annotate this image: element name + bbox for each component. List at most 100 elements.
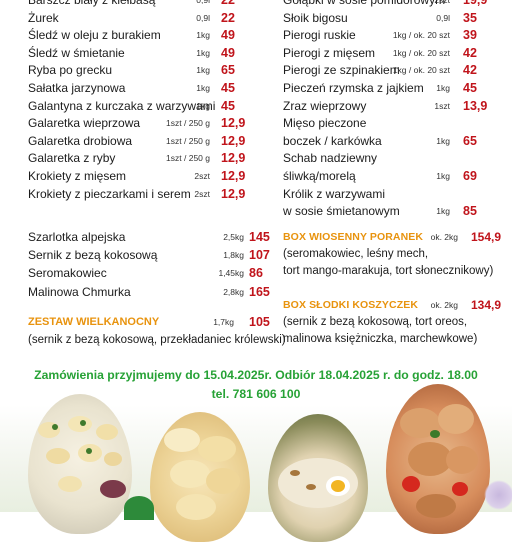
right-menu-item-name: Pierogi ze szpinakiem — [283, 63, 400, 78]
right-menu-item: Schab nadziewny — [283, 150, 498, 168]
right-menu-item-name: Pierogi z mięsem — [283, 45, 376, 60]
dessert-item-qty: 2,5kg — [223, 232, 244, 242]
right-menu-item-name: Gołąbki w sosie pomidorowym — [283, 0, 446, 7]
dessert-item-price: 145 — [249, 230, 270, 244]
right-menu-item: boczek / karkówka 1kg 65 — [283, 133, 498, 151]
box2-price: 134,9 — [471, 298, 502, 312]
right-menu-item-name: Zraz wieprzowy — [283, 98, 367, 113]
box1-desc-line-2: tort mango-marakuja, tort słonecznikowy) — [283, 264, 494, 277]
left-menu-item-name: Ryba po grecku — [28, 63, 113, 78]
right-menu-item-qty: 1kg — [436, 206, 450, 217]
left-menu-item-price: 12,9 — [221, 168, 246, 183]
easter-set-qty: 1,7kg — [213, 317, 234, 327]
box1-price: 154,9 — [471, 230, 502, 244]
right-menu-item-price: 45 — [463, 80, 477, 95]
dessert-item-name: Malinowa Chmurka — [28, 284, 131, 299]
dessert-item-qty: 2,8kg — [223, 286, 244, 297]
easter-set-title: ZESTAW WIELKANOCNY — [28, 316, 160, 328]
right-menu-item-name: Królik z warzywami — [283, 186, 386, 201]
box1-title: BOX WIOSENNY PORANEK — [283, 231, 424, 243]
left-menu-item-name: Galantyna z kurczaka z warzywami — [28, 98, 216, 113]
left-menu-item-qty: 1szt / 250 g — [166, 135, 210, 146]
roast-meat-photo — [386, 384, 490, 534]
right-menu-item-qty: 1kg — [436, 135, 450, 146]
dessert-item-price: 165 — [249, 284, 270, 299]
orders-info: Zamówienia przyjmujemy do 15.04.2025r. O… — [0, 366, 512, 404]
right-menu-item-price: 35 — [463, 10, 477, 25]
dessert-list: Szarlotka alpejska 2,5kg 145 Sernik z bezą … — [28, 228, 270, 301]
right-menu-column: Gołąbki w sosie pomidorowym 2szt 19,9 Słoik… — [283, 0, 498, 221]
left-menu-item-qty: 0,9l — [196, 0, 210, 5]
right-menu-item-qty: 1kg / ok. 20 szt — [392, 65, 450, 76]
left-menu-item-qty: 0,9l — [196, 12, 210, 23]
left-menu-item-name: Barszcz biały z kiełbasą — [28, 0, 156, 7]
right-menu-item-name: Pierogi ruskie — [283, 28, 356, 43]
right-menu-item: Słoik bigosu 0,9l 35 — [283, 10, 498, 28]
dessert-item: Malinowa Chmurka 2,8kg 165 — [28, 283, 270, 301]
left-menu-item-name: Żurek — [28, 10, 59, 25]
right-menu-item-price: 85 — [463, 204, 477, 219]
right-menu-item-qty: 0,9l — [436, 12, 450, 23]
right-menu-item-name: śliwką/morelą — [283, 168, 356, 183]
box-slodki-koszyczek: BOX SŁODKI KOSZYCZEK ok. 2kg 134,9 (sern… — [283, 296, 502, 347]
right-menu-item: Pierogi ze szpinakiem 1kg / ok. 20 szt 42 — [283, 62, 498, 80]
left-menu-item: Ryba po grecku 1kg 65 — [28, 62, 250, 80]
left-menu-item: Galantyna z kurczaka z warzywami 1kg 45 — [28, 98, 250, 116]
left-menu-item-price: 49 — [221, 28, 235, 43]
left-menu-item-price: 45 — [221, 80, 235, 95]
easter-set-desc: (sernik z bezą kokosową, przekładaniec k… — [28, 333, 286, 346]
left-menu-item-name: Krokiety z pieczarkami i serem — [28, 186, 191, 201]
right-menu-item: Mięso pieczone — [283, 115, 498, 133]
right-menu-item-price: 42 — [463, 45, 477, 60]
left-menu-item: Sałatka jarzynowa 1kg 45 — [28, 80, 250, 98]
dessert-item: Szarlotka alpejska 2,5kg 145 — [28, 228, 270, 246]
right-menu-item-qty: 2szt — [434, 0, 450, 5]
dessert-item-name: Seromakowiec — [28, 266, 107, 281]
deviled-eggs-photo — [28, 394, 132, 534]
right-menu-item-price: 39 — [463, 28, 477, 43]
box2-desc-line-1: (sernik z bezą kokosową, tort oreos, — [283, 316, 468, 328]
left-menu-item-name: Śledź w oleju z burakiem — [28, 28, 161, 43]
right-menu-item-name: boczek / karkówka — [283, 133, 382, 148]
left-menu-item-name: Śledź w śmietanie — [28, 45, 125, 60]
left-menu-item-qty: 1kg — [196, 30, 210, 41]
box2-title: BOX SŁODKI KOSZYCZEK — [283, 299, 419, 311]
dessert-item: Sernik z bezą kokosową 1,8kg 107 — [28, 246, 270, 264]
left-menu-item-qty: 2szt — [194, 188, 210, 199]
left-menu-item-name: Galaretka z ryby — [28, 151, 116, 166]
right-menu-item-price: 65 — [463, 133, 477, 148]
dessert-item-name: Szarlotka alpejska — [28, 230, 126, 244]
left-menu-item-price: 49 — [221, 45, 235, 60]
left-menu-item-price: 12,9 — [221, 116, 246, 131]
left-menu-item: Galaretka z ryby 1szt / 250 g 12,9 — [28, 150, 250, 168]
dessert-item-price: 86 — [249, 266, 263, 281]
right-menu-item-qty: 1kg — [436, 82, 450, 93]
left-menu-item-name: Krokiety z mięsem — [28, 168, 127, 183]
left-menu-item: Śledź w śmietanie 1kg 49 — [28, 45, 250, 63]
right-menu-item: w sosie śmietanowym 1kg 85 — [283, 203, 498, 221]
box2-qty: ok. 2kg — [430, 300, 458, 310]
right-menu-item-price: 19,9 — [463, 0, 488, 7]
left-menu-item-price: 45 — [221, 98, 235, 113]
left-menu-item-name: Galaretka wieprzowa — [28, 116, 141, 131]
left-menu-item: Śledź w oleju z burakiem 1kg 49 — [28, 27, 250, 45]
left-menu-item: Żurek 0,9l 22 — [28, 10, 250, 28]
flower-decoration — [484, 480, 512, 510]
left-menu-column: Barszcz biały z kiełbasą 0,9l 22 Żurek 0,9l 2… — [28, 0, 250, 203]
easter-set: ZESTAW WIELKANOCNY 1,7kg 105 (sernik z b… — [28, 314, 286, 348]
orders-deadline: Zamówienia przyjmujemy do 15.04.2025r. O… — [34, 368, 478, 382]
left-menu-item-price: 22 — [221, 10, 235, 25]
box1-desc-line-1: (seromakowiec, leśny mech, — [283, 248, 429, 260]
left-menu-item-qty: 1kg — [196, 65, 210, 76]
box2-desc-line-2: malinowa księżniczka, marchewkowe) — [283, 332, 478, 345]
right-menu-item-qty: 1kg — [436, 170, 450, 181]
leaf-decoration — [124, 496, 154, 520]
left-menu-item-price: 12,9 — [221, 151, 246, 166]
left-menu-item-name: Galaretka drobiowa — [28, 133, 133, 148]
left-menu-item: Galaretka drobiowa 1szt / 250 g 12,9 — [28, 133, 250, 151]
right-menu-item-qty: 1kg / ok. 20 szt — [392, 30, 450, 41]
left-menu-item-price: 12,9 — [221, 186, 246, 201]
right-menu-item: Gołąbki w sosie pomidorowym 2szt 19,9 — [283, 0, 498, 10]
dessert-item-name: Sernik z bezą kokosową — [28, 248, 158, 263]
left-menu-item-qty: 1kg — [196, 82, 210, 93]
